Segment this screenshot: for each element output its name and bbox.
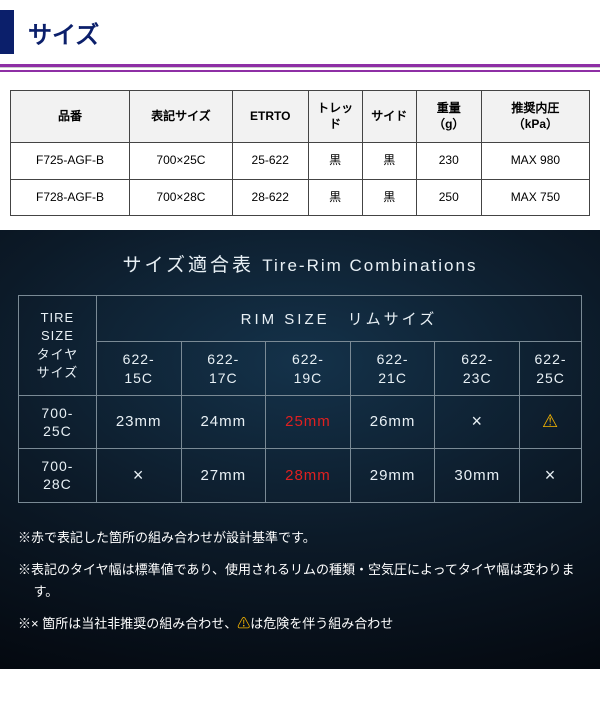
rim-col-header: 622-21C [350, 342, 435, 395]
spec-cell: F725-AGF-B [11, 143, 130, 180]
combo-cell: × [96, 449, 181, 502]
rim-size-header: RIM SIZE リムサイズ [96, 296, 581, 342]
spec-cell: 700×25C [130, 143, 233, 180]
combo-row: 700-28C×27mm28mm29mm30mm× [19, 449, 582, 502]
section-header: サイズ [0, 0, 600, 72]
rim-col-header: 622-19C [266, 342, 351, 395]
compatibility-table: TIRESIZEタイヤサイズ RIM SIZE リムサイズ 622-15C622… [18, 295, 582, 502]
tire-row-header: 700-28C [19, 449, 97, 502]
spec-cell: 25-622 [232, 143, 308, 180]
spec-cell: 28-622 [232, 179, 308, 216]
spec-cell: 250 [416, 179, 481, 216]
spec-cell: MAX 750 [481, 179, 589, 216]
spec-cell: F728-AGF-B [11, 179, 130, 216]
spec-row: F728-AGF-B700×28C28-622黒黒250MAX 750 [11, 179, 590, 216]
compatibility-title-en: Tire-Rim Combinations [262, 256, 477, 275]
compatibility-title-jp: サイズ適合表 [123, 255, 254, 276]
combo-cell: 29mm [350, 449, 435, 502]
corner-header: TIRESIZEタイヤサイズ [19, 296, 97, 395]
combo-cell: ⚠ [520, 395, 582, 448]
note-1: ※赤で表記した箇所の組み合わせが設計基準です。 [18, 527, 582, 549]
spec-col-header: 品番 [11, 91, 130, 143]
notes: ※赤で表記した箇所の組み合わせが設計基準です。 ※表記のタイヤ幅は標準値であり、… [18, 527, 582, 635]
spec-col-header: トレッド [308, 91, 362, 143]
note-3: ※× 箇所は当社非推奨の組み合わせ、⚠は危険を伴う組み合わせ [18, 613, 582, 635]
tire-row-header: 700-25C [19, 395, 97, 448]
combo-cell: × [520, 449, 582, 502]
combo-cell: × [435, 395, 520, 448]
combo-cell: 25mm [266, 395, 351, 448]
combo-cell: 28mm [266, 449, 351, 502]
combo-cell: 27mm [181, 449, 266, 502]
note-2: ※表記のタイヤ幅は標準値であり、使用されるリムの種類・空気圧によってタイヤ幅は変… [18, 559, 582, 603]
spec-col-header: ETRTO [232, 91, 308, 143]
rim-col-header: 622-15C [96, 342, 181, 395]
combo-cell: 26mm [350, 395, 435, 448]
spec-cell: 黒 [362, 179, 416, 216]
spec-cell: 黒 [308, 143, 362, 180]
spec-cell: MAX 980 [481, 143, 589, 180]
header-accent-bar [0, 10, 14, 54]
spec-cell: 黒 [308, 179, 362, 216]
spec-col-header: 重量（g） [416, 91, 481, 143]
spec-cell: 230 [416, 143, 481, 180]
combo-cell: 30mm [435, 449, 520, 502]
header-title-row: サイズ [0, 10, 600, 54]
spec-cell: 700×28C [130, 179, 233, 216]
rim-col-header: 622-17C [181, 342, 266, 395]
spec-table: 品番表記サイズETRTOトレッドサイド重量（g）推奨内圧（kPa） F725-A… [10, 90, 590, 216]
header-title-text: サイズ [28, 15, 99, 50]
spec-col-header: 推奨内圧（kPa） [481, 91, 589, 143]
combo-row: 700-25C23mm24mm25mm26mm×⚠ [19, 395, 582, 448]
warning-icon: ⚠ [237, 616, 250, 631]
compatibility-panel: サイズ適合表 Tire-Rim Combinations TIRESIZEタイヤ… [0, 230, 600, 669]
combo-cell: 24mm [181, 395, 266, 448]
compatibility-title: サイズ適合表 Tire-Rim Combinations [18, 250, 582, 277]
header-underline-thin [0, 70, 600, 72]
rim-col-header: 622-25C [520, 342, 582, 395]
spec-col-header: サイド [362, 91, 416, 143]
header-underline [0, 62, 600, 68]
combo-cell: 23mm [96, 395, 181, 448]
spec-cell: 黒 [362, 143, 416, 180]
spec-col-header: 表記サイズ [130, 91, 233, 143]
spec-row: F725-AGF-B700×25C25-622黒黒230MAX 980 [11, 143, 590, 180]
rim-col-header: 622-23C [435, 342, 520, 395]
